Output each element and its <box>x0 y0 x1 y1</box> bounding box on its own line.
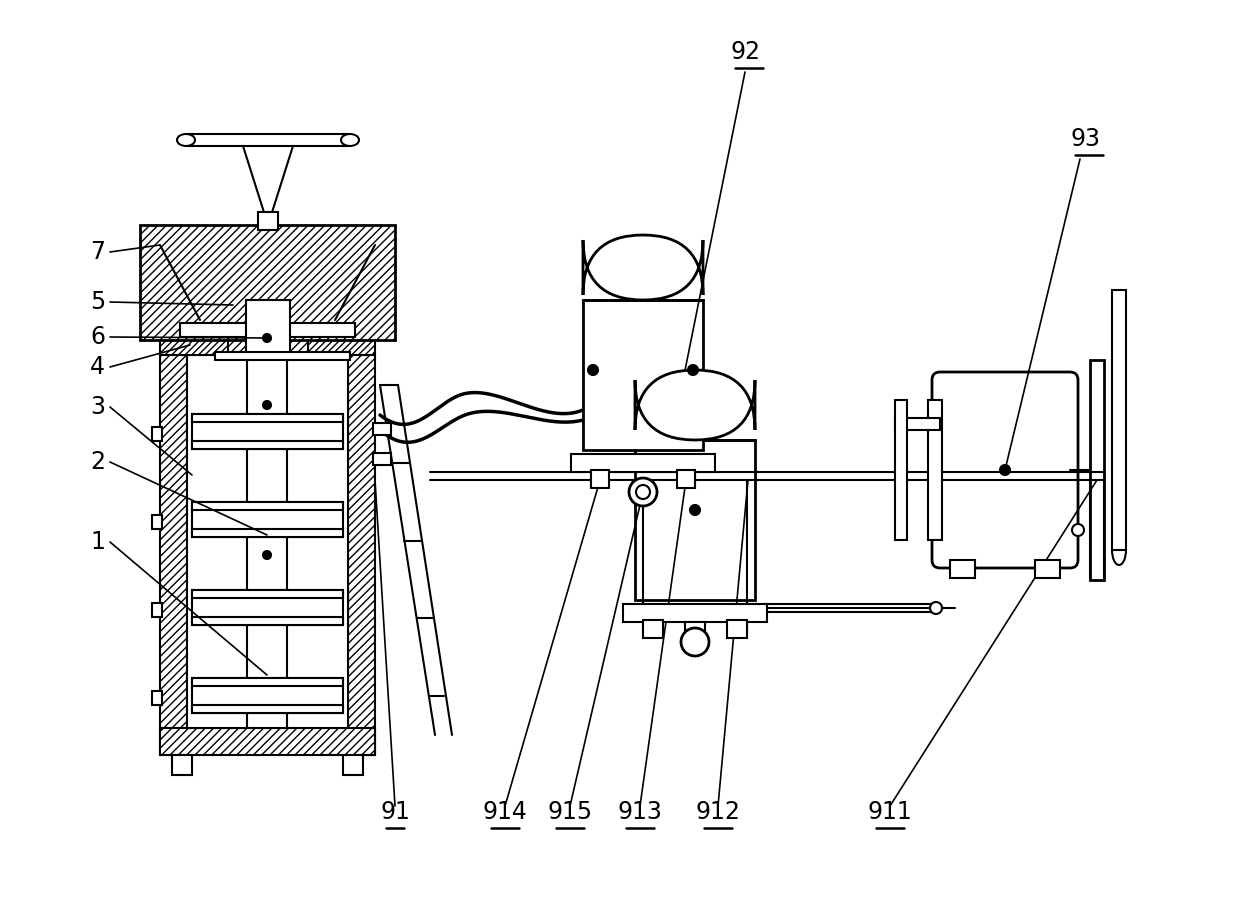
Circle shape <box>689 505 701 515</box>
Circle shape <box>930 602 942 614</box>
Circle shape <box>1073 524 1084 536</box>
Text: 91: 91 <box>381 800 410 824</box>
Bar <box>677 470 694 488</box>
Text: 5: 5 <box>89 290 105 314</box>
Bar <box>172 755 192 775</box>
Circle shape <box>681 628 709 656</box>
Circle shape <box>588 365 598 375</box>
Bar <box>187 355 348 728</box>
Text: 914: 914 <box>482 800 527 824</box>
Bar <box>290 300 308 355</box>
Text: 2: 2 <box>91 450 105 474</box>
Bar <box>192 441 343 449</box>
Circle shape <box>263 551 272 559</box>
Bar <box>1112 290 1126 550</box>
FancyBboxPatch shape <box>932 372 1078 568</box>
Bar <box>192 414 343 422</box>
Text: 912: 912 <box>696 800 740 824</box>
FancyBboxPatch shape <box>583 235 703 300</box>
Bar <box>684 622 706 638</box>
Bar <box>180 323 355 337</box>
Bar <box>192 705 343 713</box>
Bar <box>895 400 906 540</box>
Bar <box>192 529 343 537</box>
Bar <box>258 212 278 230</box>
Bar <box>1035 560 1060 578</box>
Bar <box>160 728 374 755</box>
Bar <box>215 352 350 360</box>
Bar <box>153 515 162 529</box>
Circle shape <box>688 365 698 375</box>
Bar <box>192 502 343 510</box>
Text: 6: 6 <box>91 325 105 349</box>
Bar <box>192 590 343 625</box>
Bar <box>727 620 746 638</box>
Bar <box>246 300 290 355</box>
Bar <box>192 590 343 598</box>
Text: 7: 7 <box>91 240 105 264</box>
Text: 4: 4 <box>91 355 105 379</box>
Bar <box>228 300 246 355</box>
Bar <box>644 620 663 638</box>
Bar <box>188 134 348 146</box>
Bar <box>192 678 343 686</box>
Bar <box>249 323 285 345</box>
Bar <box>140 225 396 340</box>
Text: 3: 3 <box>91 395 105 419</box>
Circle shape <box>999 465 1011 475</box>
Bar <box>373 423 391 435</box>
Bar <box>622 604 768 622</box>
Bar <box>583 300 703 450</box>
Bar <box>192 414 343 449</box>
Circle shape <box>636 485 650 499</box>
Ellipse shape <box>177 134 195 146</box>
Bar <box>160 337 374 355</box>
Text: 911: 911 <box>868 800 913 824</box>
Bar <box>192 678 343 713</box>
FancyBboxPatch shape <box>635 370 755 440</box>
Bar <box>153 603 162 617</box>
Bar <box>1090 360 1104 580</box>
Bar <box>348 355 374 755</box>
Bar <box>895 418 940 430</box>
Bar <box>153 691 162 705</box>
Text: 92: 92 <box>730 40 760 64</box>
Bar <box>160 355 187 755</box>
Bar <box>373 453 391 465</box>
Text: 93: 93 <box>1070 127 1100 151</box>
Bar <box>153 427 162 441</box>
Text: 915: 915 <box>547 800 593 824</box>
Bar <box>570 454 715 472</box>
Bar <box>343 755 363 775</box>
Circle shape <box>263 401 272 409</box>
Bar <box>192 617 343 625</box>
Bar <box>635 440 755 600</box>
Bar <box>928 400 942 540</box>
Text: 1: 1 <box>91 530 105 554</box>
Bar <box>591 470 609 488</box>
Bar <box>950 560 975 578</box>
Text: 913: 913 <box>618 800 662 824</box>
Bar <box>192 502 343 537</box>
Circle shape <box>629 478 657 506</box>
Circle shape <box>263 334 272 342</box>
Ellipse shape <box>341 134 360 146</box>
